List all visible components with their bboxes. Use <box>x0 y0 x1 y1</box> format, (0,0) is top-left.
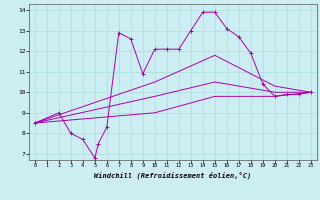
X-axis label: Windchill (Refroidissement éolien,°C): Windchill (Refroidissement éolien,°C) <box>94 171 252 179</box>
